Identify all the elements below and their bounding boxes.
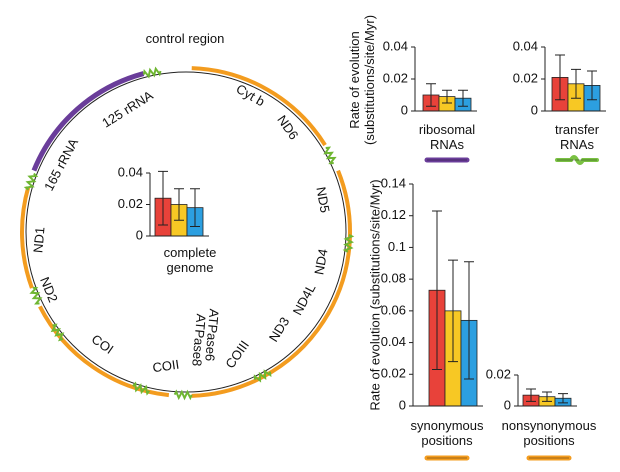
coding-arc: [20, 186, 34, 289]
y-tick-label: 0: [531, 102, 538, 117]
y-tick-label: 0.02: [118, 196, 143, 211]
error-bar: [558, 393, 568, 404]
x-axis-label: nonsynonymous positions: [501, 418, 597, 448]
trna-mark: [29, 286, 43, 305]
gene-label: ATPase6: [202, 308, 222, 362]
gene-label: ND4L: [290, 281, 319, 317]
gene-label: ND3: [266, 314, 293, 344]
gene-label: 125 rRNA: [99, 87, 156, 130]
x-axis-label: transfer RNAs: [554, 122, 600, 152]
y-tick-label: 0.02: [383, 70, 408, 85]
x-axis-label: complete genome: [163, 245, 217, 275]
y-tick-label: 0.02: [381, 366, 406, 381]
y-tick-label: 0.08: [381, 271, 406, 286]
error-bar: [190, 188, 200, 228]
y-tick-label: 0: [401, 102, 408, 117]
y-tick-label: 0: [136, 227, 143, 242]
y-axis-label: Rate of evolution (substitutions/site/My…: [347, 14, 377, 145]
error-bar: [174, 188, 184, 221]
y-tick-label: 0: [399, 397, 406, 412]
genome-circle: [25, 71, 347, 393]
error-bar: [448, 259, 458, 363]
error-bar: [426, 83, 436, 107]
error-bar: [571, 68, 581, 99]
coding-arc: [191, 66, 327, 147]
gene-label: ND1: [30, 226, 47, 253]
trna-mark: [132, 381, 151, 396]
y-tick-label: 0.04: [383, 38, 408, 53]
y-tick-label: 0.02: [486, 366, 511, 381]
legend-key: [555, 155, 599, 165]
gene-label: COI: [89, 331, 117, 357]
y-tick-label: 0.04: [118, 164, 143, 179]
trna-mark: [342, 233, 355, 253]
trna-mark: [23, 172, 39, 191]
trna-mark: [142, 66, 162, 79]
error-bar: [458, 89, 468, 107]
error-bar: [442, 89, 452, 104]
gene-label: COIII: [222, 338, 252, 371]
rrna-arc: [31, 71, 145, 172]
error-bar: [542, 391, 552, 402]
error-bar: [587, 70, 597, 101]
y-tick-label: 0: [504, 397, 511, 412]
gene-label: ND5: [313, 186, 332, 214]
x-axis-label: synonymous positions: [410, 418, 484, 448]
error-bar: [526, 388, 536, 402]
coding-arc: [191, 169, 352, 398]
y-tick-label: 0.02: [513, 70, 538, 85]
error-bar: [464, 261, 474, 380]
gene-label: ATPase8: [189, 313, 209, 367]
y-tick-label: 0.04: [513, 38, 538, 53]
error-bar: [432, 210, 442, 371]
y-axis-label: Rate of evolution (substitutions/site/My…: [367, 179, 383, 411]
trna-mark: [173, 389, 193, 401]
y-tick-label: 0.14: [381, 175, 406, 190]
gene-label: ND4: [311, 248, 330, 276]
y-tick-label: 0.1: [388, 239, 406, 254]
gene-label: COII: [152, 357, 181, 376]
y-tick-label: 0.06: [381, 302, 406, 317]
trna-mark: [323, 146, 337, 165]
error-bar: [555, 54, 565, 101]
y-tick-label: 0.04: [381, 334, 406, 349]
y-tick-label: 0.12: [381, 207, 406, 222]
error-bar: [158, 170, 168, 226]
x-axis-label: ribosomal RNAs: [418, 122, 476, 152]
trna-mark: [50, 323, 65, 342]
control-region-label: control region: [145, 31, 225, 46]
trna-mark: [253, 369, 272, 383]
